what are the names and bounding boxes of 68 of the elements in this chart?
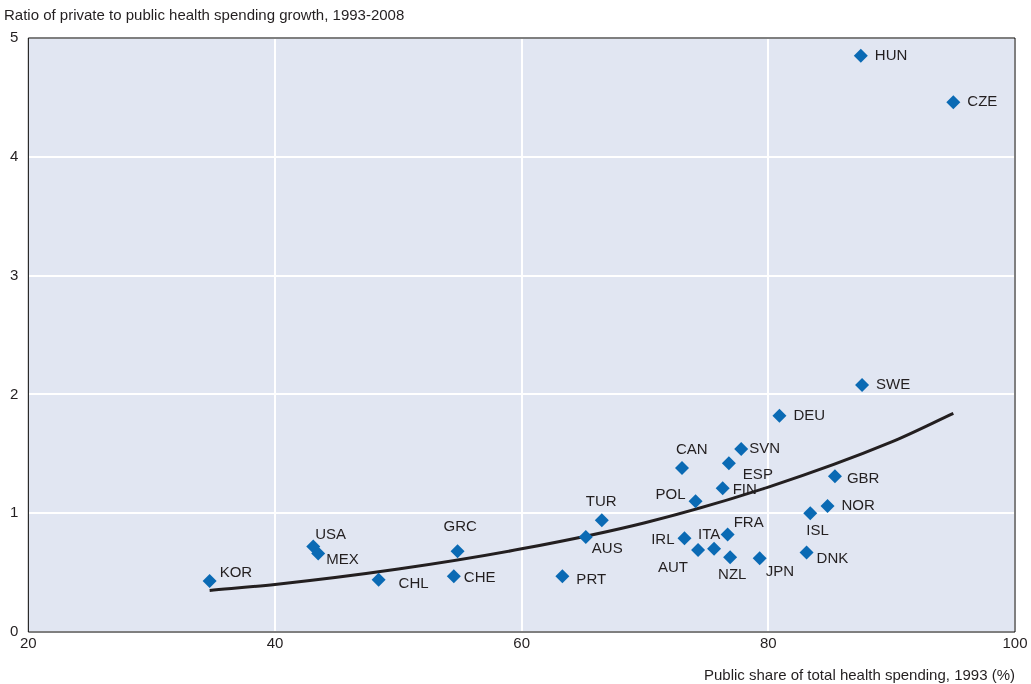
annotation: JPN [765,562,795,580]
point [715,481,730,496]
annotation: USA [315,524,347,542]
x-tick-label: 80 [759,634,777,652]
point [311,546,326,561]
y-tick-label: 2 [10,384,19,402]
point [720,527,735,542]
point [946,95,961,110]
point [446,569,461,584]
point [450,544,465,559]
annotation: NZL [718,565,747,583]
annotation: AUT [658,558,689,576]
point [772,408,787,423]
annotation: IRL [651,530,675,548]
point [853,48,868,63]
x-tick-label: 40 [266,634,284,652]
annotation: PRT [576,570,607,588]
point [675,461,689,476]
annotation: KOR [219,563,253,581]
point [202,573,217,588]
annotation: SWE [876,375,911,393]
y-tick-label: 1 [10,503,19,521]
point [820,499,835,514]
annotation: GBR [846,468,880,486]
point [721,456,736,471]
annotation: ITA [698,524,721,542]
point [371,572,386,587]
annotation: NOR [841,496,876,514]
annotation: FRA [733,512,764,530]
x-tick-label: 100 [1002,634,1028,652]
point [803,506,818,521]
annotation: GRC [443,517,478,535]
y-axis-title: Ratio of private to public health spending growth, 1993-2008 [4,6,405,23]
annotation: POL [655,485,686,503]
point [688,494,703,509]
y-tick-label: 4 [10,146,19,164]
annotation: MEX [326,549,359,567]
annotation: CHL [398,573,429,591]
annotation: SVN [749,439,781,457]
point [723,550,738,565]
point [707,541,722,556]
point [555,569,570,584]
annotation: CAN [676,440,708,458]
point [752,551,767,566]
annotation: CHE [463,568,496,586]
annotation: ESP [742,465,773,483]
point [578,529,593,544]
point [855,377,870,392]
point [691,543,706,558]
point [594,513,609,528]
x-tick-label: 20 [20,634,37,652]
point [677,531,692,546]
y-tick-label: 5 [10,28,19,46]
x-tick-label: 60 [513,634,531,652]
point [799,545,814,560]
annotation: DNK [816,548,849,566]
y-tick-label: 3 [10,265,19,283]
annotation: ISL [806,521,829,539]
point [827,469,842,484]
annotation: HUN [874,45,908,63]
annotation: DEU [793,405,826,423]
y-tick-label: 0 [10,622,19,640]
annotation: TUR [585,492,617,510]
line-series [208,411,955,592]
point [734,442,749,457]
x-axis-title: Public share of total health spending, 1993 (%) [703,666,1015,683]
annotation: AUS [591,539,623,557]
annotation: CZE [967,92,998,110]
